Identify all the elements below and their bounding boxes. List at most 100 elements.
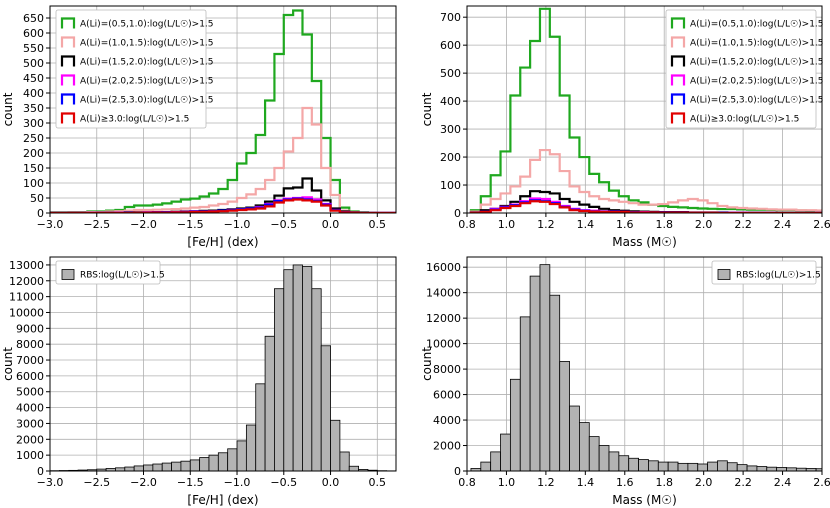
histogram-bar [648,460,659,471]
legend: A(Li)=(0.5,1.0):log(L/L☉)>1.5 A(Li)=(1.0,… [55,9,214,129]
y-tick-label: 100 [440,179,461,192]
y-tick-label: 550 [23,42,44,55]
legend-swatch [60,93,76,105]
histogram-bar [490,451,501,471]
histogram-bar [756,466,768,471]
y-tick-label: 500 [23,57,44,70]
x-tick-label: −1.0 [224,476,251,489]
legend-box [665,9,817,129]
y-tick-label: 2000 [433,440,461,453]
x-tick-label: −1.5 [177,476,204,489]
plot-frame [466,256,823,472]
x-tick-label: 2.0 [695,476,713,489]
y-tick-label: 200 [23,147,44,160]
histogram-bar [264,335,275,471]
legend-swatch [60,74,76,86]
histogram-bar [245,424,257,471]
histogram-bar [588,436,600,471]
chart-panel-2: 0.8 1.0 1.2 1.4 1.6 1.8 2.0 2.2 2.4 2.6 0 100 200 300… [420,5,830,249]
histogram-bar [180,460,191,471]
legend-swatch [61,269,75,280]
y-tick-label: 11000 [9,291,44,304]
legend-swatch [60,55,76,67]
legend-label: A(Li)=(2.0,2.5):log(L/L☉)>1.5 [690,77,824,87]
plot-area [50,264,396,471]
x-tick-label: −2.5 [83,476,110,489]
histogram-bar [529,275,541,471]
histogram-bar [171,461,182,471]
histogram-bar [480,461,492,471]
legend-box [711,260,817,285]
histogram-bar [236,440,247,471]
y-tick-label: 0 [37,207,44,220]
histogram-bar [539,264,551,471]
y-tick-label: 0 [37,465,44,478]
y-tick-label: 6000 [433,389,461,402]
histogram-bar [579,422,590,471]
x-axis-label: Mass (M☉) [612,235,677,249]
x-tick-label: −2.5 [83,218,110,231]
legend-label: A(Li)=(1.5,2.0):log(L/L☉)>1.5 [80,58,214,68]
x-axis-label: [Fe/H] (dex) [187,235,258,249]
x-tick-label: 0.0 [322,218,340,231]
legend-box [55,9,207,129]
x-tick-label: 1.0 [498,476,516,489]
x-tick-label: 0.8 [458,476,476,489]
histogram-bar [292,264,303,471]
x-tick-label: 2.4 [774,476,792,489]
legend-label: A(Li)=(0.5,1.0):log(L/L☉)>1.5 [690,20,824,30]
x-tick-label: 1.0 [498,218,516,231]
y-tick-label: 8000 [16,338,44,351]
histogram-bar [217,452,229,471]
y-tick-label: 650 [23,12,44,25]
y-tick-label: 250 [23,132,44,145]
y-tick-label: 3000 [16,417,44,430]
x-tick-label: −3.0 [37,476,64,489]
y-axis-label: count [1,347,15,381]
legend-swatch [670,93,686,105]
y-tick-label: 5000 [16,386,44,399]
y-tick-label: 700 [440,11,461,24]
plot-frame [49,256,397,472]
series-line-6 [469,200,822,213]
histogram-bar [766,466,778,471]
x-tick-label: 2.6 [813,476,830,489]
histogram-bar [618,455,630,471]
legend-box [55,260,161,285]
y-tick-label: 50 [30,192,44,205]
y-tick-label: 100 [23,177,44,190]
x-tick-label: −3.0 [37,218,64,231]
x-tick-label: 1.4 [577,476,595,489]
y-tick-label: 0 [454,465,461,478]
y-tick-label: 0 [454,207,461,220]
histogram-bar [143,464,154,471]
legend-label: A(Li)=(1.0,1.5):log(L/L☉)>1.5 [690,39,824,49]
histogram-bar [559,361,570,471]
histogram-bar [227,448,238,471]
y-tick-label: 200 [440,151,461,164]
histogram-bar [736,464,748,471]
histogram-bar [638,459,649,471]
x-tick-label: 0.0 [322,476,340,489]
legend-label: RBS:log(L/L☉)>1.5 [736,271,821,281]
histogram-bar [549,294,561,471]
x-tick-label: −1.5 [177,218,204,231]
histogram-bar [667,461,679,471]
y-tick-label: 400 [440,95,461,108]
x-tick-label: 0.5 [369,476,387,489]
x-tick-label: 0.5 [369,218,387,231]
y-tick-label: 600 [23,27,44,40]
x-tick-label: 2.4 [774,218,792,231]
legend-swatch [60,36,76,48]
chart-panel-1: −3.0 −2.5 −2.0 −1.5 −1.0 −0.5 0.0 0.5 0 50 100 150 2… [1,5,397,249]
y-tick-label: 2000 [16,433,44,446]
legend-label: A(Li)=(0.5,1.0):log(L/L☉)>1.5 [80,20,214,30]
y-tick-label: 4000 [16,402,44,415]
histogram-bar [152,463,163,471]
histogram-bar [509,378,521,471]
y-tick-label: 450 [23,72,44,85]
legend: A(Li)=(0.5,1.0):log(L/L☉)>1.5 A(Li)=(1.0,… [665,9,824,129]
y-tick-label: 6000 [16,370,44,383]
y-tick-label: 7000 [16,354,44,367]
